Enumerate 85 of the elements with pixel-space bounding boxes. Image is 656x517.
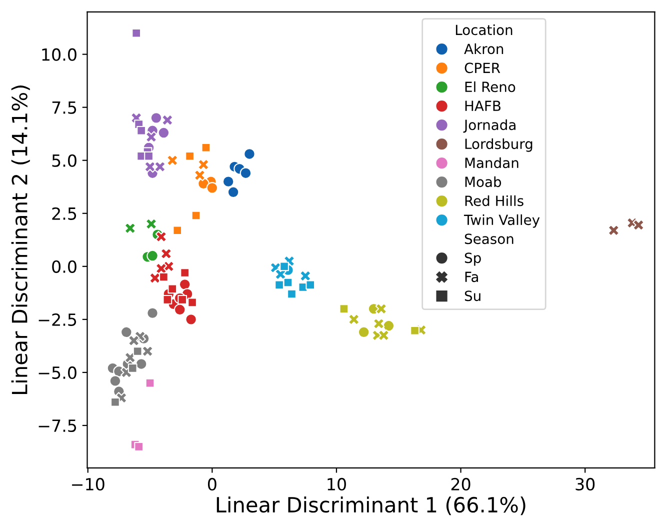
point xyxy=(132,28,142,38)
legend-label: Red Hills xyxy=(465,195,524,206)
x-tick-label: 30 xyxy=(576,478,595,491)
point xyxy=(109,375,122,387)
point xyxy=(150,112,162,124)
point xyxy=(128,334,140,347)
point xyxy=(382,320,395,332)
point xyxy=(280,262,289,272)
point xyxy=(191,210,201,220)
point xyxy=(120,326,132,338)
legend-label: Jornada xyxy=(463,119,516,133)
point xyxy=(244,148,256,160)
point xyxy=(144,151,154,161)
legend-label: Su xyxy=(464,290,480,302)
x-tick-label: 10 xyxy=(328,478,346,491)
legend-label: HAFB xyxy=(465,100,500,111)
point xyxy=(240,167,252,179)
point xyxy=(180,268,190,278)
point xyxy=(306,280,316,290)
point xyxy=(339,304,349,314)
point xyxy=(162,114,174,126)
point xyxy=(222,176,234,188)
point xyxy=(206,182,218,194)
point xyxy=(378,329,390,342)
point xyxy=(185,151,194,161)
point xyxy=(287,289,296,299)
legend-label: Akron xyxy=(464,43,504,54)
legend-label: Twin Valley xyxy=(464,214,540,228)
point xyxy=(178,278,191,290)
point xyxy=(227,186,240,198)
point xyxy=(274,268,286,280)
point xyxy=(136,126,146,136)
point xyxy=(134,442,144,452)
point xyxy=(632,219,644,231)
point xyxy=(155,262,168,274)
point xyxy=(110,397,120,407)
y-tick-label: 10.0 xyxy=(42,48,76,61)
point xyxy=(201,142,211,152)
point xyxy=(159,272,168,282)
point xyxy=(145,378,155,388)
legend-label: El Reno xyxy=(465,81,516,92)
point xyxy=(135,358,148,370)
point xyxy=(172,226,182,236)
point xyxy=(155,230,168,243)
point xyxy=(410,326,420,336)
point xyxy=(358,326,370,338)
y-tick-label: −7.5 xyxy=(38,420,76,432)
x-axis-title: Linear Discriminant 1 (66.1%) xyxy=(216,496,526,516)
y-tick-label: −2.5 xyxy=(38,313,76,326)
point xyxy=(348,314,360,326)
point xyxy=(188,298,197,308)
point xyxy=(300,270,312,282)
point xyxy=(145,218,158,230)
y-tick-label: 7.5 xyxy=(52,102,76,114)
legend-label: Moab xyxy=(465,176,502,188)
point xyxy=(283,278,293,288)
x-tick-label: 0 xyxy=(208,478,216,491)
point xyxy=(146,250,158,262)
point xyxy=(124,352,136,364)
x-tick-label: −10 xyxy=(72,478,104,491)
point xyxy=(146,307,158,319)
legend-label: Lordsburg xyxy=(465,138,532,152)
y-axis-title: Linear Discriminant 2 (14.1%) xyxy=(11,86,30,394)
legend-label: Fa xyxy=(465,272,478,282)
legend-title: Location xyxy=(456,24,512,36)
point xyxy=(178,295,188,304)
y-tick-label: 5.0 xyxy=(52,154,76,167)
y-tick-label: 2.5 xyxy=(52,207,76,220)
point xyxy=(185,314,197,326)
point xyxy=(145,131,158,143)
point xyxy=(174,304,186,316)
point xyxy=(128,364,138,373)
y-tick-label: −5.0 xyxy=(38,366,76,380)
legend-label: Sp xyxy=(464,252,481,266)
point xyxy=(132,346,142,356)
point xyxy=(198,158,210,170)
point xyxy=(158,126,170,139)
point xyxy=(168,284,178,294)
y-tick-label: 0.0 xyxy=(52,260,76,273)
legend-label: CPER xyxy=(464,62,500,74)
annotation: Season xyxy=(464,234,514,244)
legend-label: Mandan xyxy=(465,157,518,168)
point xyxy=(274,280,284,290)
point xyxy=(162,295,172,304)
x-tick-label: 20 xyxy=(451,478,470,491)
